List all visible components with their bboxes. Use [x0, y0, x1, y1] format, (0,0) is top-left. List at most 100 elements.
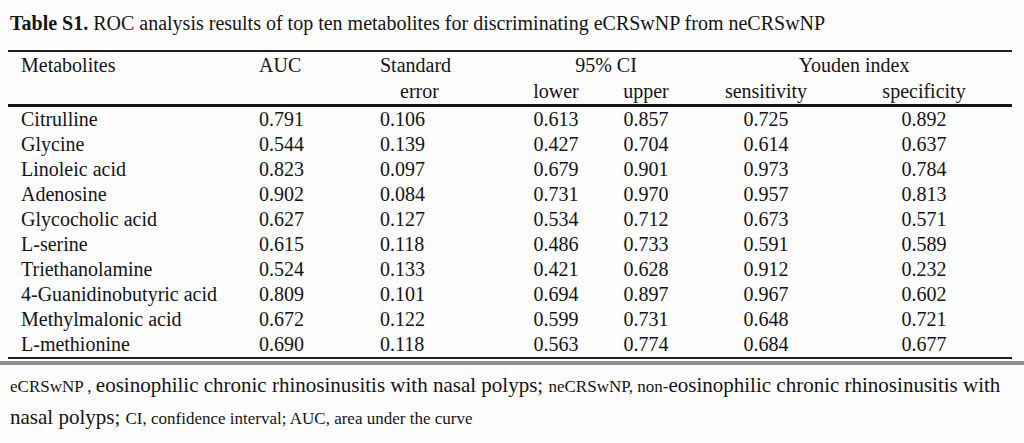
cell-ci-lower: 0.563: [516, 332, 596, 358]
cell-metabolite: 4-Guanidinobutyric acid: [8, 282, 256, 307]
cell-ci-upper: 0.731: [596, 307, 696, 332]
cell-ci-upper: 0.970: [596, 182, 696, 207]
table-row: Adenosine 0.902 0.084 0.731 0.970 0.957 …: [8, 182, 1012, 207]
table-row: Methylmalonic acid 0.672 0.122 0.599 0.7…: [8, 307, 1012, 332]
cell-sensitivity: 0.673: [696, 207, 836, 232]
col-header-lower: lower: [516, 78, 596, 106]
footnote-abbrev: eCRSwNP ,: [10, 377, 96, 396]
cell-specificity: 0.813: [836, 182, 1012, 207]
col-header-specificity: specificity: [836, 78, 1012, 106]
cell-sensitivity: 0.725: [696, 106, 836, 133]
cell-metabolite: Citrulline: [8, 106, 256, 133]
table-row: L-methionine 0.690 0.118 0.563 0.774 0.6…: [8, 332, 1012, 358]
cell-ci-lower: 0.679: [516, 157, 596, 182]
cell-auc: 0.627: [256, 207, 374, 232]
cell-specificity: 0.589: [836, 232, 1012, 257]
footnote-abbrev: neCRSwNP, non-: [548, 377, 668, 396]
cell-auc: 0.823: [256, 157, 374, 182]
cell-standard-error: 0.106: [374, 106, 516, 133]
cell-sensitivity: 0.967: [696, 282, 836, 307]
cell-auc: 0.544: [256, 132, 374, 157]
cell-auc: 0.672: [256, 307, 374, 332]
col-group-header-youden: Youden index: [696, 51, 1012, 78]
cell-ci-lower: 0.694: [516, 282, 596, 307]
cell-metabolite: L-methionine: [8, 332, 256, 358]
col-header-sensitivity: sensitivity: [696, 78, 836, 106]
cell-specificity: 0.892: [836, 106, 1012, 133]
cell-metabolite: Glycine: [8, 132, 256, 157]
cell-sensitivity: 0.648: [696, 307, 836, 332]
table-number: Table S1.: [10, 12, 88, 34]
cell-ci-upper: 0.712: [596, 207, 696, 232]
col-header-error: error: [380, 78, 516, 104]
cell-auc: 0.690: [256, 332, 374, 358]
table-body: Citrulline 0.791 0.106 0.613 0.857 0.725…: [8, 106, 1012, 359]
cell-specificity: 0.721: [836, 307, 1012, 332]
cell-standard-error: 0.118: [374, 332, 516, 358]
table-row: 4-Guanidinobutyric acid 0.809 0.101 0.69…: [8, 282, 1012, 307]
cell-metabolite: Triethanolamine: [8, 257, 256, 282]
cell-sensitivity: 0.614: [696, 132, 836, 157]
table-row: L-serine 0.615 0.118 0.486 0.733 0.591 0…: [8, 232, 1012, 257]
cell-metabolite: Glycocholic acid: [8, 207, 256, 232]
cell-ci-lower: 0.599: [516, 307, 596, 332]
footnote-abbrev: CI, confidence interval; AUC, area under…: [126, 409, 473, 428]
cell-auc: 0.809: [256, 282, 374, 307]
cell-standard-error: 0.122: [374, 307, 516, 332]
table-row: Linoleic acid 0.823 0.097 0.679 0.901 0.…: [8, 157, 1012, 182]
cell-sensitivity: 0.973: [696, 157, 836, 182]
roc-results-table: Metabolites AUC Standard error 95% CI Yo…: [8, 50, 1012, 359]
cell-specificity: 0.602: [836, 282, 1012, 307]
cell-ci-upper: 0.901: [596, 157, 696, 182]
cell-sensitivity: 0.957: [696, 182, 836, 207]
cell-ci-upper: 0.857: [596, 106, 696, 133]
cell-specificity: 0.677: [836, 332, 1012, 358]
bottom-rule-thick: [0, 361, 1024, 365]
col-header-metabolites: Metabolites: [8, 51, 256, 106]
cell-sensitivity: 0.912: [696, 257, 836, 282]
cell-ci-upper: 0.774: [596, 332, 696, 358]
cell-specificity: 0.637: [836, 132, 1012, 157]
cell-ci-upper: 0.704: [596, 132, 696, 157]
table-row: Glycine 0.544 0.139 0.427 0.704 0.614 0.…: [8, 132, 1012, 157]
cell-specificity: 0.571: [836, 207, 1012, 232]
cell-ci-lower: 0.421: [516, 257, 596, 282]
cell-standard-error: 0.118: [374, 232, 516, 257]
cell-specificity: 0.232: [836, 257, 1012, 282]
table-row: Citrulline 0.791 0.106 0.613 0.857 0.725…: [8, 106, 1012, 133]
cell-auc: 0.615: [256, 232, 374, 257]
col-header-standard: Standard: [380, 52, 516, 78]
cell-standard-error: 0.127: [374, 207, 516, 232]
cell-standard-error: 0.097: [374, 157, 516, 182]
table-header: Metabolites AUC Standard error 95% CI Yo…: [8, 51, 1012, 106]
cell-ci-upper: 0.733: [596, 232, 696, 257]
cell-auc: 0.524: [256, 257, 374, 282]
table-caption-text: ROC analysis results of top ten metaboli…: [88, 12, 825, 34]
col-header-auc: AUC: [256, 51, 374, 106]
cell-standard-error: 0.084: [374, 182, 516, 207]
col-group-header-ci: 95% CI: [516, 51, 696, 78]
page: Table S1. ROC analysis results of top te…: [0, 0, 1024, 434]
cell-metabolite: Methylmalonic acid: [8, 307, 256, 332]
table-row: Triethanolamine 0.524 0.133 0.421 0.628 …: [8, 257, 1012, 282]
cell-standard-error: 0.133: [374, 257, 516, 282]
table-caption: Table S1. ROC analysis results of top te…: [8, 9, 1012, 37]
col-header-upper: upper: [596, 78, 696, 106]
cell-specificity: 0.784: [836, 157, 1012, 182]
cell-standard-error: 0.101: [374, 282, 516, 307]
col-header-standard-error: Standard error: [374, 51, 516, 106]
table-row: Glycocholic acid 0.627 0.127 0.534 0.712…: [8, 207, 1012, 232]
footnote-definition: eosinophilic chronic rhinosinusitis with…: [96, 373, 549, 397]
cell-ci-lower: 0.486: [516, 232, 596, 257]
cell-metabolite: Linoleic acid: [8, 157, 256, 182]
cell-standard-error: 0.139: [374, 132, 516, 157]
cell-ci-upper: 0.628: [596, 257, 696, 282]
cell-auc: 0.791: [256, 106, 374, 133]
cell-ci-lower: 0.427: [516, 132, 596, 157]
cell-metabolite: Adenosine: [8, 182, 256, 207]
cell-sensitivity: 0.591: [696, 232, 836, 257]
cell-auc: 0.902: [256, 182, 374, 207]
table-footnote: eCRSwNP , eosinophilic chronic rhinosinu…: [8, 370, 1012, 434]
cell-ci-upper: 0.897: [596, 282, 696, 307]
cell-ci-lower: 0.534: [516, 207, 596, 232]
